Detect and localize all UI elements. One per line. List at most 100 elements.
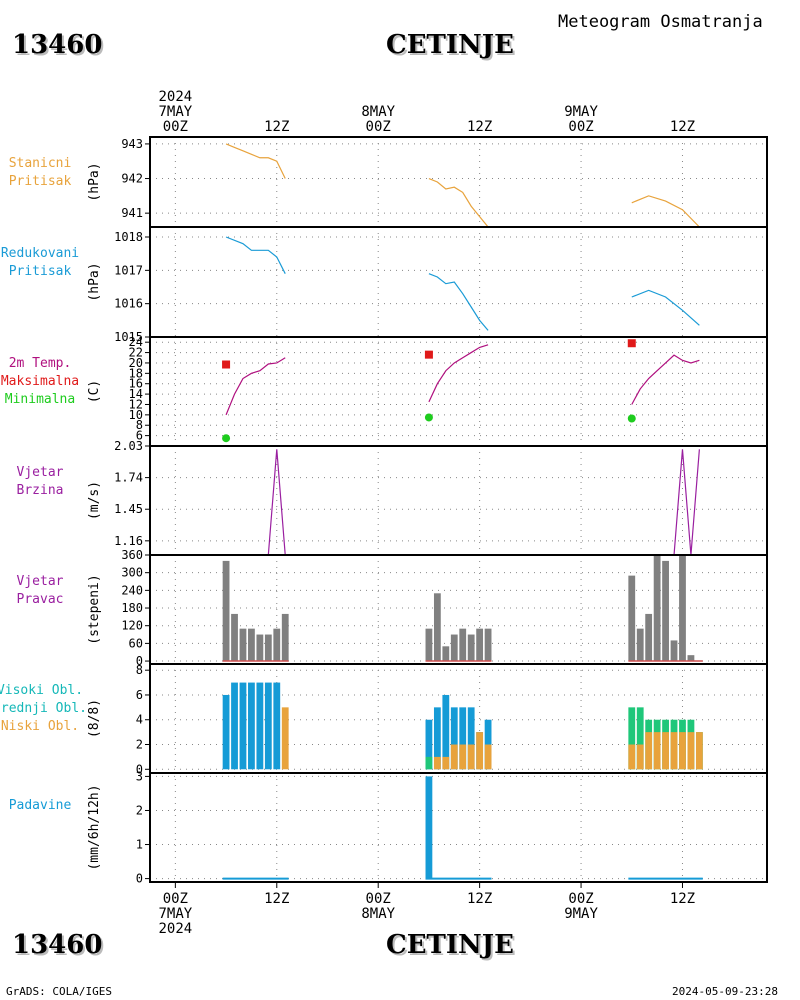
time-label-top: 00Z [163,119,188,135]
y-tick-label: 22 [129,346,143,360]
series-line [631,449,700,556]
y-tick-label: 0 [136,872,143,886]
min-temp-marker [627,414,636,423]
series-line [225,236,286,274]
y-tick-label: 20 [129,356,143,370]
panel-2 [145,336,768,447]
y-tick-label: 0 [136,762,143,776]
time-label-bottom: 00Z [163,891,188,907]
bar [653,555,661,662]
bar [628,575,636,662]
cloud-bar [264,682,272,770]
time-label-top: 9MAY [564,104,598,120]
y-tick-label: 120 [121,619,143,633]
y-tick-label: 6 [136,688,143,702]
y-axis-label: (stepeni) [87,574,102,644]
y-tick-label: 942 [121,172,143,186]
bar [450,634,458,662]
y-tick-label: 60 [129,636,143,650]
station-name-top: CETINJE [386,30,514,60]
variable-label: 2m Temp. [9,356,72,371]
cloud-bar [628,744,636,770]
series-line [631,354,700,405]
station-id-bottom: 13460 [12,930,103,960]
y-tick-label: 1015 [114,330,143,344]
time-label-top: 12Z [264,119,289,135]
bar [425,776,433,879]
timestamp-text: 2024-05-09-23:28 [672,985,778,998]
time-label-top: 2024 [158,89,192,105]
bar [679,555,686,662]
meteogram-title: Meteogram Osmatranja [558,12,763,32]
bar [476,628,484,662]
time-label-bottom: 12Z [467,891,492,907]
y-tick-label: 300 [121,566,143,580]
series-line [428,344,489,403]
cloud-bar [687,732,695,770]
y-tick-label: 2 [136,803,143,817]
time-label-bottom: 00Z [366,891,391,907]
bar [425,628,433,662]
y-axis-label: (mm/6h/12h) [87,784,102,870]
panel-1 [145,226,768,338]
y-tick-label: 4 [136,713,143,727]
bar [256,634,264,662]
y-axis-label: (C) [87,380,102,403]
variable-label: Srednji Obl. [0,701,87,716]
y-tick-label: 16 [129,377,143,391]
panel-5 [145,663,768,774]
cloud-bar [653,732,661,770]
variable-label: Brzina [17,483,64,498]
variable-label: Niski Obl. [1,719,79,734]
panel-frame [149,445,768,556]
y-tick-label: 10 [129,408,143,422]
panel-6 [145,772,768,883]
panel-frame [149,772,768,883]
time-label-top: 00Z [366,119,391,135]
series-line [631,195,700,228]
time-label-bottom: 8MAY [361,906,395,922]
variable-label: Minimalna [5,392,75,407]
y-tick-label: 1017 [114,263,143,277]
series-line [428,177,489,228]
bar [662,560,669,662]
bar [467,634,475,662]
y-tick-label: 0 [136,654,143,668]
cloud-bar [467,744,475,770]
variable-label: Padavine [9,798,72,813]
bar [645,613,653,662]
min-temp-marker [424,413,433,422]
cloud-bar [670,732,678,770]
time-label-bottom: 00Z [568,891,593,907]
bar [687,655,695,662]
cloud-bar [679,732,686,770]
bar [264,634,272,662]
y-tick-label: 360 [121,548,143,562]
cloud-bar [476,732,484,770]
bar [273,628,281,662]
time-label-top: 8MAY [361,104,395,120]
bar [222,560,230,662]
bar [670,640,678,662]
cloud-bar [662,732,669,770]
cloud-bar [645,732,653,770]
panel-frame [149,336,768,447]
cloud-bar [467,707,475,770]
variable-label: Maksimalna [1,374,79,389]
max-temp-marker [222,360,231,369]
cloud-bar [273,682,281,770]
bar [248,628,255,662]
y-tick-label: 3 [136,769,143,783]
bar [636,628,644,662]
cloud-bar [442,756,450,770]
cloud-bar [636,707,644,770]
time-label-top: 7MAY [158,104,192,120]
max-temp-marker [424,350,433,359]
y-tick-label: 8 [136,663,143,677]
y-axis-label: (m/s) [87,481,102,520]
y-tick-label: 1016 [114,297,143,311]
time-label-top: 12Z [670,119,695,135]
variable-label: Pravac [17,592,64,607]
station-name-bottom: CETINJE [386,930,514,960]
